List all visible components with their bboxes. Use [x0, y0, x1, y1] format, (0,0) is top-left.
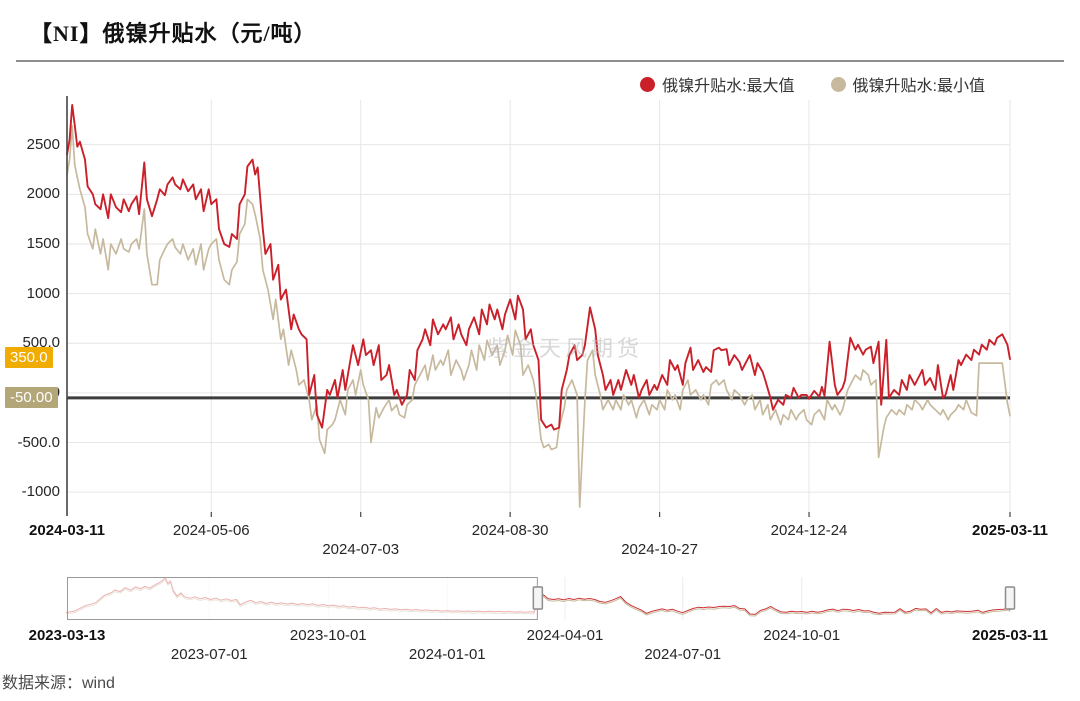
nav-unselected-mask — [67, 577, 538, 620]
legend-max-marker-icon — [640, 76, 656, 92]
title-divider — [16, 60, 1064, 62]
watermark: 紫金天风期货 — [486, 336, 644, 361]
series-max-line — [66, 104, 1011, 431]
page-title: 【NI】俄镍升贴水（元/吨） — [30, 21, 317, 46]
legend-min-marker-icon — [830, 76, 846, 92]
legend-max-label: 俄镍升贴水:最大值 — [662, 78, 795, 95]
legend: 俄镍升贴水:最大值 俄镍升贴水:最小值 — [640, 72, 985, 96]
legend-item-max[interactable]: 俄镍升贴水:最大值 — [640, 72, 795, 96]
navigator-left-handle[interactable] — [532, 586, 544, 610]
legend-item-min[interactable]: 俄镍升贴水:最小值 — [830, 72, 985, 96]
latest-value-badge-max: 350.0 — [5, 347, 53, 369]
series-min-line — [66, 124, 1011, 508]
legend-min-label: 俄镍升贴水:最小值 — [852, 78, 985, 95]
data-source: 数据来源：wind — [2, 675, 115, 692]
latest-value-badge-min: -50.00 — [5, 386, 58, 408]
navigator-right-handle[interactable] — [1004, 586, 1016, 610]
